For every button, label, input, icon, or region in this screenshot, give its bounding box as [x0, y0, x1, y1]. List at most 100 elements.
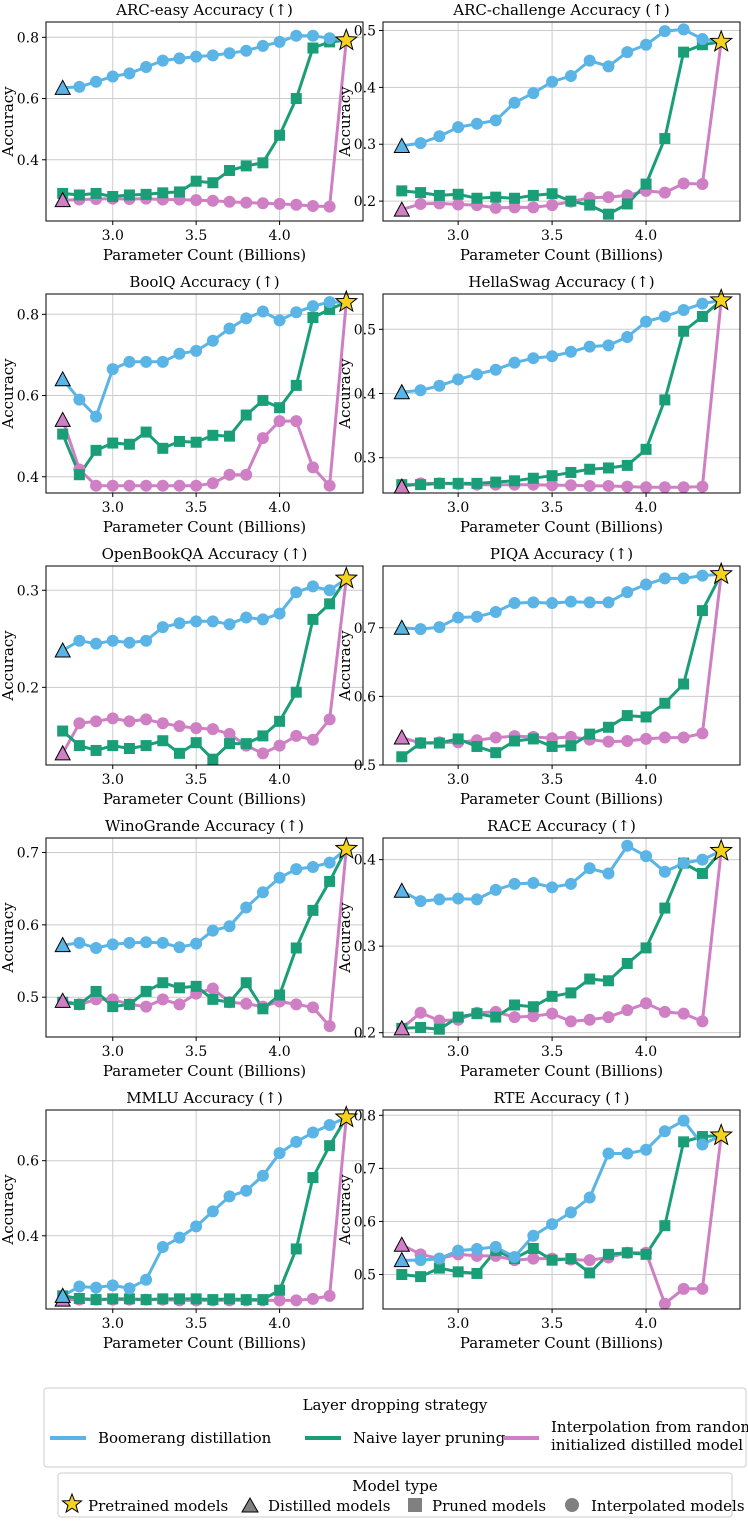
- series-line-naive: [62, 848, 348, 1011]
- pretrained-star: [709, 287, 734, 311]
- point-naive: [452, 188, 464, 200]
- point-interp: [546, 1007, 559, 1020]
- point-boomerang: [564, 1206, 577, 1219]
- point-interp: [273, 739, 286, 752]
- point-naive: [396, 185, 408, 197]
- point-interp: [546, 479, 559, 492]
- point-interp: [106, 712, 119, 725]
- point-naive: [659, 697, 671, 709]
- series-line-interp: [401, 41, 723, 212]
- point-boomerang: [273, 1147, 286, 1160]
- x-tick-label: 3.0: [102, 1044, 124, 1060]
- point-naive: [509, 735, 521, 747]
- point-naive: [123, 1293, 135, 1305]
- distilled-triangle-interp: [54, 992, 72, 1008]
- point-boomerang: [696, 1138, 709, 1151]
- point-boomerang: [173, 1231, 186, 1244]
- point-boomerang: [414, 137, 427, 150]
- x-tick-label: 3.5: [541, 500, 563, 516]
- x-axis-label: Parameter Count (Billions): [460, 518, 663, 536]
- pretrained-star: [334, 27, 359, 51]
- point-naive: [207, 429, 219, 441]
- point-naive: [621, 1247, 633, 1259]
- point-naive: [490, 1011, 502, 1023]
- point-boomerang: [240, 611, 253, 624]
- point-naive: [490, 476, 502, 488]
- x-tick-label: 3.5: [185, 1316, 207, 1332]
- x-tick-label: 3.0: [447, 228, 469, 244]
- point-boomerang: [106, 634, 119, 647]
- point-naive: [602, 975, 614, 987]
- point-boomerang: [240, 44, 253, 57]
- y-tick-label: 0.2: [17, 680, 39, 696]
- point-boomerang: [583, 862, 596, 875]
- point-boomerang: [470, 1243, 483, 1256]
- distilled-triangle-interp: [393, 1236, 411, 1252]
- legend-triangle-icon: [241, 1496, 259, 1513]
- point-naive: [224, 738, 236, 750]
- point-naive: [190, 175, 202, 187]
- point-naive: [207, 993, 219, 1005]
- point-naive: [107, 1293, 119, 1305]
- chart-panel-7: 3.0 3.5 4.0 0.2 0.3 0.4 RACE Accuracy (↑) Param…: [336, 817, 741, 1080]
- legend-square-icon: [408, 1498, 422, 1512]
- distilled-triangle-boomerang: [393, 137, 411, 153]
- point-naive: [640, 942, 652, 954]
- chart-title: ARC-challenge Accuracy (↑): [452, 1, 669, 19]
- point-boomerang: [564, 70, 577, 83]
- point-interp: [223, 468, 236, 481]
- point-naive: [324, 303, 336, 315]
- point-boomerang: [123, 355, 136, 368]
- point-interp: [323, 479, 336, 492]
- y-tick-label: 0.8: [17, 307, 39, 323]
- point-interp: [508, 1011, 521, 1024]
- y-axis-label: Accuracy: [0, 358, 17, 430]
- y-tick-label: 0.3: [17, 583, 39, 599]
- y-tick-label: 0.4: [354, 387, 376, 403]
- y-tick-label: 0.5: [354, 1268, 376, 1284]
- point-boomerang: [452, 892, 465, 905]
- chart-panels: 3.0 3.5 4.0 0.4 0.6 0.8 ARC-easy Accuracy (↑) P…: [0, 1, 741, 1352]
- point-boomerang: [677, 572, 690, 585]
- point-naive: [324, 875, 336, 887]
- x-tick-label: 4.0: [268, 1044, 290, 1060]
- point-boomerang: [156, 1241, 169, 1254]
- point-boomerang: [621, 331, 634, 344]
- point-boomerang: [273, 871, 286, 884]
- point-boomerang: [290, 863, 303, 876]
- point-interp: [489, 731, 502, 744]
- point-interp: [90, 479, 103, 492]
- distilled-triangle-boomerang: [54, 641, 72, 658]
- point-interp: [489, 201, 502, 214]
- point-boomerang: [527, 876, 540, 889]
- point-naive: [452, 477, 464, 489]
- point-boomerang: [323, 1119, 336, 1132]
- point-interp: [106, 479, 119, 492]
- legend-strategy-title: Layer dropping strategy: [303, 1396, 488, 1414]
- point-naive: [621, 198, 633, 210]
- x-tick-label: 3.5: [541, 1316, 563, 1332]
- point-naive: [123, 189, 135, 201]
- chart-panel-2: 3.0 3.5 4.0 0.4 0.6 0.8 BoolQ Accuracy (↑) Para…: [0, 273, 364, 536]
- point-interp: [156, 993, 169, 1006]
- point-interp: [123, 479, 136, 492]
- point-boomerang: [106, 1279, 119, 1292]
- y-tick-label: 0.2: [354, 194, 376, 210]
- distilled-triangle-boomerang: [54, 79, 72, 95]
- point-boomerang: [256, 886, 269, 899]
- point-naive: [659, 902, 671, 914]
- point-interp: [658, 731, 671, 744]
- pretrained-star: [709, 561, 734, 585]
- point-interp: [414, 1006, 427, 1019]
- point-interp: [583, 1254, 596, 1267]
- x-tick-label: 3.0: [447, 772, 469, 788]
- legend-label-pruned: Pruned models: [432, 1497, 546, 1515]
- series-line-boomerang: [61, 1116, 347, 1298]
- point-boomerang: [696, 297, 709, 310]
- point-naive: [107, 1001, 119, 1013]
- x-axis-label: Parameter Count (Billions): [103, 246, 306, 264]
- chart-title: WinoGrande Accuracy (↑): [105, 817, 304, 835]
- x-tick-label: 4.0: [268, 228, 290, 244]
- point-boomerang: [621, 586, 634, 599]
